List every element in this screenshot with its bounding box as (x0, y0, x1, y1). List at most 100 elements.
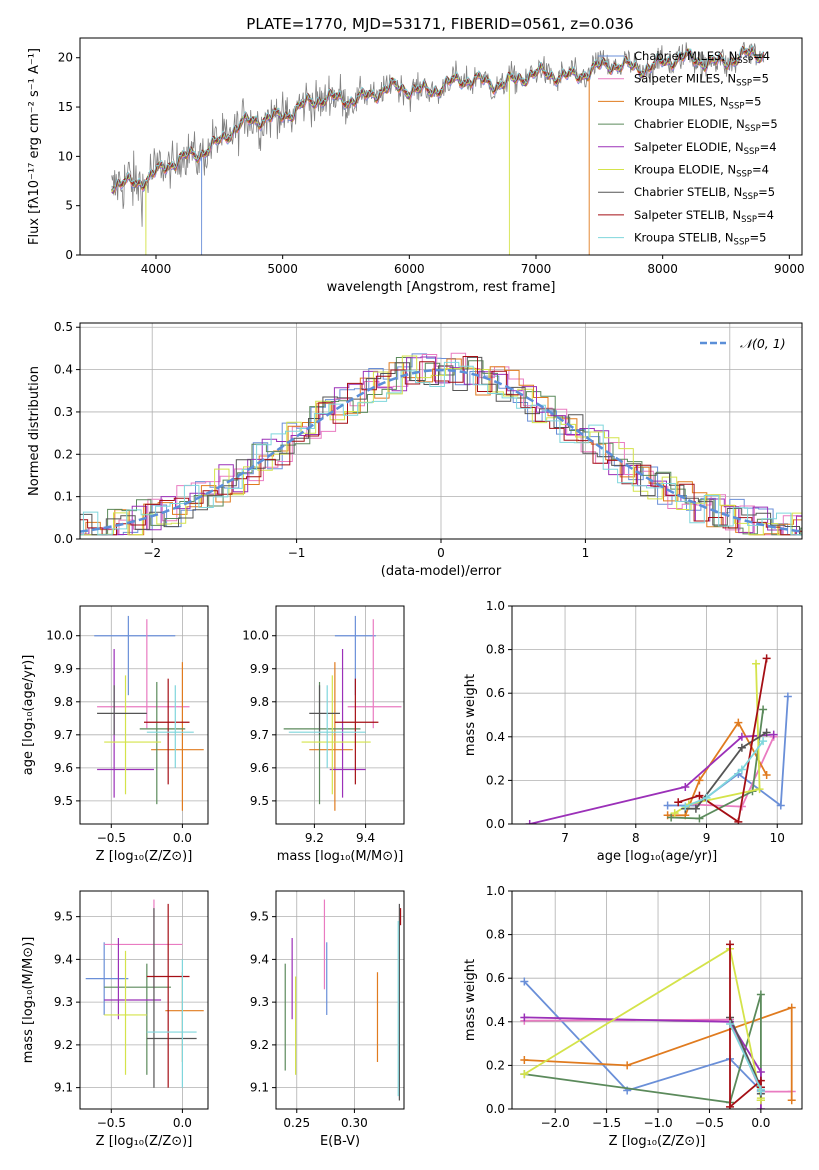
legend-label: Kroupa MILES, NSSP=5 (634, 94, 761, 111)
legend-label: Salpeter ELODIE, NSSP=4 (634, 140, 777, 157)
axes: 7 8 9 10 0.0 0.2 0.4 0.6 0.8 1.0 age [log₁₀(age/yr… (463, 599, 803, 864)
residual-histogram-step (80, 357, 802, 536)
legend-label: Chabrier MILES, NSSP=4 (634, 49, 770, 66)
plot-area (520, 940, 796, 1109)
y-tick-label: 0.0 (486, 1102, 505, 1116)
x-tick-label: 6000 (394, 262, 425, 276)
legend: Chabrier MILES, NSSP=4 Salpeter MILES, NS… (598, 49, 778, 248)
plus-marker (520, 977, 529, 986)
x-tick-label: 1 (582, 546, 590, 560)
x-tick-label: 10 (770, 831, 785, 845)
plot-area (525, 654, 792, 824)
plus-marker (520, 1070, 529, 1079)
plus-marker (520, 1055, 529, 1064)
grid-lines (276, 606, 404, 824)
plus-marker (737, 765, 746, 774)
y-tick-label: 0.0 (486, 817, 505, 831)
y-tick-label: 9.8 (250, 695, 269, 709)
plot-area (94, 615, 204, 811)
x-tick-label: 5000 (267, 262, 298, 276)
axes: 0.25 0.30 9.1 9.2 9.3 9.4 9.5 E(B-V) (250, 890, 405, 1149)
plus-marker (525, 820, 534, 824)
x-axis-label: (data-model)/error (381, 564, 502, 579)
x-axis-label: Z [log₁₀(Z/Z⊙)] (96, 1134, 193, 1149)
residual-histogram-step (80, 361, 802, 536)
y-tick-label: 0.2 (486, 773, 505, 787)
y-tick-label: 1.0 (486, 884, 505, 898)
axes-frame (275, 890, 405, 1110)
x-tick-label: 0 (437, 546, 445, 560)
axes-frame (275, 605, 405, 825)
x-tick-label: 4000 (141, 262, 172, 276)
residual-histogram-step (80, 356, 802, 536)
plus-marker (759, 737, 768, 746)
axes: −0.5 0.0 9.5 9.6 9.7 9.8 9.9 10.0 Z [log₁₀(Z/Z⊙)… (21, 605, 209, 864)
y-tick-label: 9.3 (54, 995, 73, 1009)
plus-marker (691, 804, 700, 813)
y-tick-label: 0.8 (486, 643, 505, 657)
y-tick-label: 9.3 (250, 995, 269, 1009)
plus-marker (737, 743, 746, 752)
axes: 4000 5000 6000 7000 8000 9000 0 5 10 15 20 waveleng… (27, 37, 805, 295)
y-tick-label: 9.4 (54, 952, 73, 966)
x-tick-label: 7 (561, 831, 569, 845)
y-tick-label: 0.1 (54, 490, 73, 504)
plus-marker (783, 692, 792, 701)
y-axis-label: mass weight (463, 959, 478, 1041)
x-tick-label: 0.0 (173, 831, 192, 845)
y-tick-label: 9.5 (54, 910, 73, 924)
plus-marker (752, 659, 761, 668)
y-tick-label: 9.9 (250, 662, 269, 676)
plus-marker (762, 654, 771, 663)
mass-weight-line (684, 740, 764, 808)
x-tick-label: 9000 (774, 262, 805, 276)
plot-area (85, 899, 204, 1088)
legend-label: 𝒩(0, 1) (740, 336, 786, 351)
mass-weight-line (685, 731, 768, 810)
y-axis-label: Flux [fλ10⁻¹⁷ erg cm⁻² s⁻¹ A⁻¹] (27, 48, 42, 245)
x-tick-label: 0.0 (173, 1116, 192, 1130)
x-tick-label: −2 (143, 546, 161, 560)
plus-marker (674, 798, 683, 807)
x-tick-label: 8000 (647, 262, 678, 276)
mass-weight-vs-age-panel: 7 8 9 10 0.0 0.2 0.4 0.6 0.8 1.0 age [log₁₀(age/yr… (463, 599, 803, 864)
x-tick-label: 0.30 (341, 1116, 368, 1130)
plus-marker (726, 1019, 735, 1028)
plus-marker (756, 1087, 765, 1096)
plus-marker (787, 1003, 796, 1012)
y-tick-label: 9.9 (54, 662, 73, 676)
x-axis-label: mass [log₁₀(M/M⊙)] (277, 849, 404, 864)
normal-distribution-curve (80, 368, 802, 533)
axes-frame (79, 322, 803, 540)
y-axis-label: mass weight (463, 674, 478, 756)
mass-vs-ebv-panel: 0.25 0.30 9.1 9.2 9.3 9.4 9.5 E(B-V) (250, 890, 405, 1149)
axes: −2 −1 0 1 2 0.0 0.1 0.2 0.3 0.4 0.5 (data-model)/er… (27, 320, 803, 579)
plot-area (111, 41, 765, 255)
x-tick-label: 9.4 (356, 831, 375, 845)
y-tick-label: 10.0 (242, 629, 269, 643)
plot-area (283, 615, 402, 811)
plus-marker (623, 1061, 632, 1070)
x-tick-label: −2.0 (541, 1116, 570, 1130)
plus-marker (695, 814, 704, 823)
plus-marker (681, 782, 690, 791)
plus-marker (787, 1096, 796, 1105)
axes-frame (511, 890, 803, 1110)
x-axis-label: wavelength [Angstrom, rest frame] (327, 280, 556, 295)
mass-weight-line (524, 1006, 793, 1101)
x-tick-label: −0.5 (97, 1116, 126, 1130)
plus-marker (759, 705, 768, 714)
y-tick-label: 0.0 (54, 532, 73, 546)
plus-marker (667, 813, 676, 822)
y-tick-label: 9.4 (250, 952, 269, 966)
figure-title: PLATE=1770, MJD=53171, FIBERID=0561, z=0… (246, 15, 633, 33)
legend: 𝒩(0, 1) (700, 336, 786, 351)
mass-weight-vs-metallicity-panel: −2.0 −1.5 −1.0 −0.5 0.0 0.0 0.2 0.4 0.6 0.8 1.0 Z [… (463, 884, 803, 1149)
plus-marker (769, 730, 778, 739)
residual-histogram-step (80, 356, 802, 536)
y-tick-label: 9.6 (54, 761, 73, 775)
y-tick-label: 20 (58, 51, 73, 65)
x-tick-label: 9 (703, 831, 711, 845)
plus-marker (695, 776, 704, 785)
